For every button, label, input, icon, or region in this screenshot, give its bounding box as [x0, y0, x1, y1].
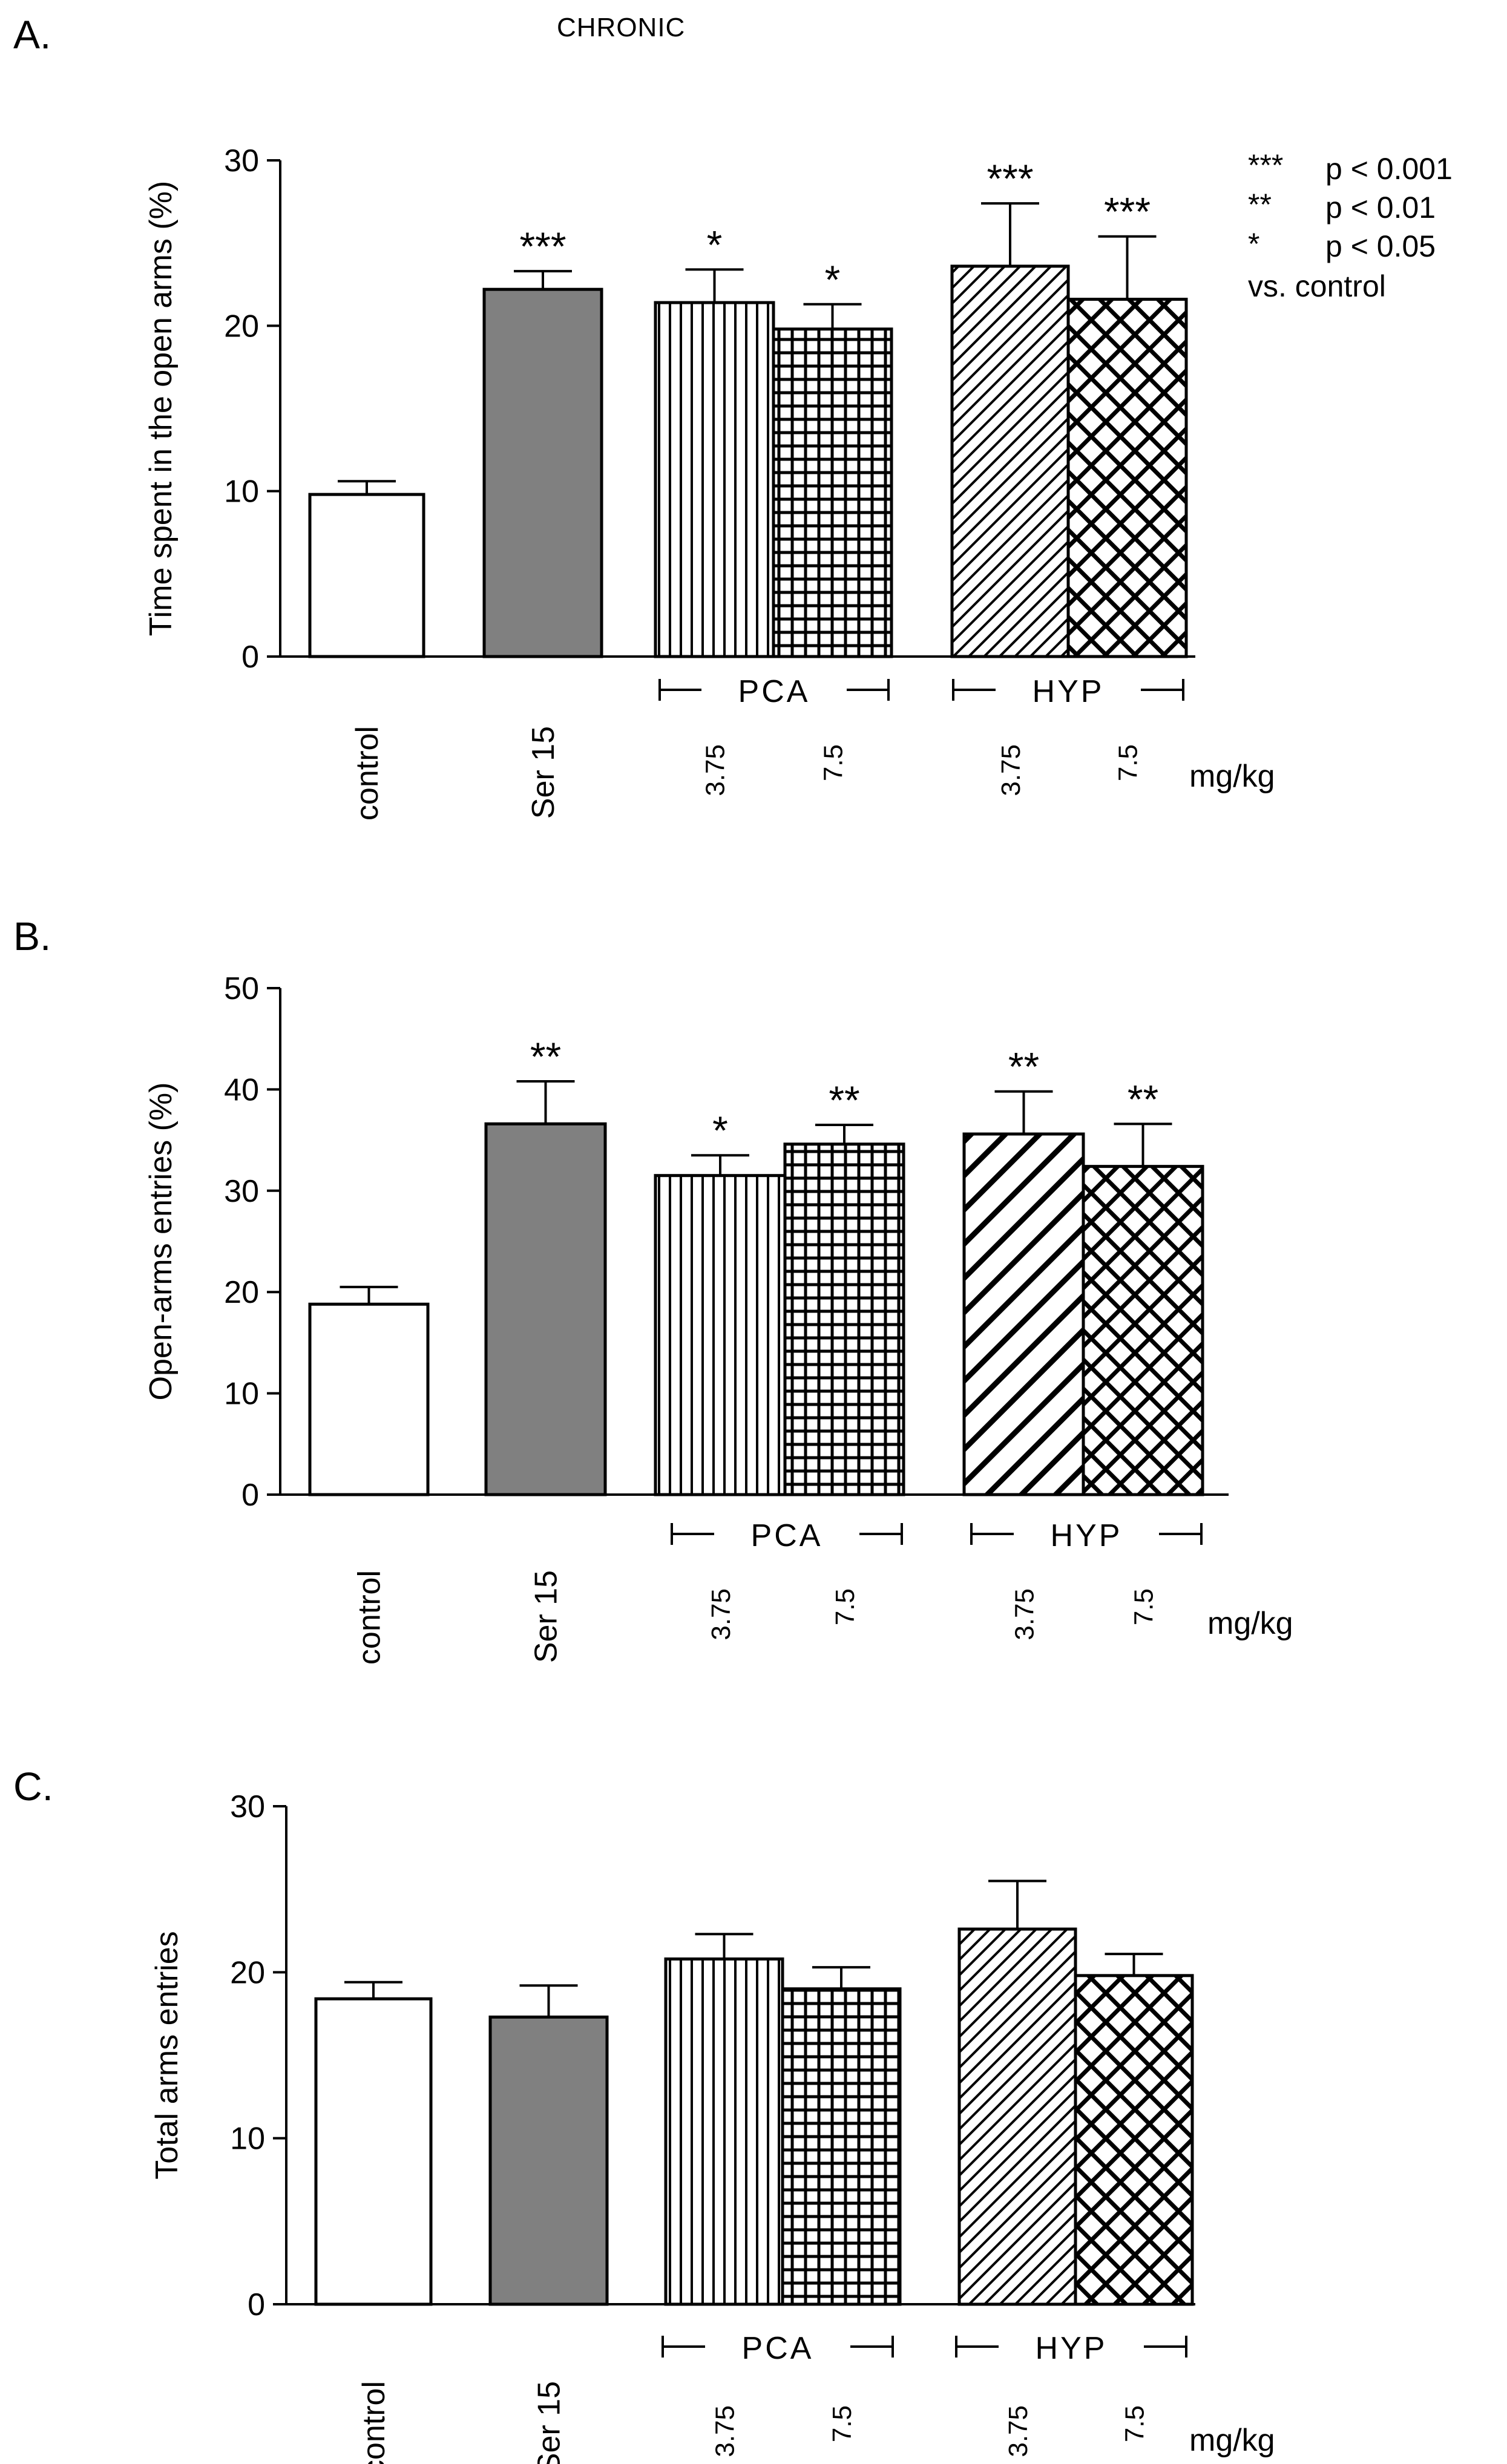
bar-grey: [482, 287, 603, 658]
significance-legend: *** p < 0.001 ** p < 0.01 * p < 0.05 vs.…: [1248, 148, 1453, 303]
bar-diag-fine: [950, 264, 1070, 658]
y-tick-label: 20: [230, 1955, 265, 1990]
dose-label: 3.75: [701, 744, 731, 796]
unit-label: mg/kg: [1189, 2423, 1275, 2458]
category-label: Ser 15: [526, 726, 561, 819]
y-tick-label: 10: [230, 2122, 265, 2157]
bar-grey: [484, 1122, 607, 1496]
dose-label: 7.5: [1129, 1588, 1159, 1625]
bar-vertical: [654, 301, 775, 658]
significance-marker: *: [825, 257, 841, 302]
significance-marker: **: [530, 1034, 561, 1079]
bar-vertical: [654, 1174, 787, 1496]
bar-cross: [1066, 298, 1188, 658]
legend-text: vs. control: [1248, 269, 1386, 303]
bar-vertical: [664, 1957, 784, 2306]
significance-marker: ***: [1104, 189, 1151, 234]
y-tick-label: 20: [224, 1275, 259, 1310]
significance-marker: ***: [987, 156, 1033, 201]
dose-label: 7.5: [1120, 2405, 1150, 2442]
panel-a: A. 0 10 20 30 Time spent in the open arms (%)…: [13, 12, 1275, 821]
dose-label: 3.75: [996, 744, 1026, 796]
y-tick-label: 40: [224, 1072, 259, 1107]
significance-marker: ***: [519, 224, 566, 269]
y-tick-label: 20: [224, 309, 259, 344]
unit-label: mg/kg: [1207, 1606, 1293, 1641]
legend-stars: ***: [1248, 148, 1283, 182]
significance-marker: *: [707, 222, 723, 267]
panel-letter: A.: [13, 12, 51, 57]
legend-text: p < 0.05: [1325, 229, 1436, 263]
unit-label: mg/kg: [1189, 759, 1275, 794]
y-tick-label: 10: [224, 474, 259, 510]
category-label: control: [352, 1570, 387, 1665]
bar-grey: [488, 2015, 609, 2306]
dose-label: 7.5: [830, 1588, 860, 1625]
dose-label: 3.75: [706, 1588, 736, 1640]
group-label: HYP: [1033, 674, 1105, 709]
y-tick-label: 30: [224, 1174, 259, 1209]
legend-stars: *: [1248, 227, 1259, 261]
y-tick-label: 50: [224, 971, 259, 1006]
y-tick-label: 10: [224, 1377, 259, 1412]
bar-grid: [772, 327, 893, 658]
bar-cross: [1082, 1165, 1204, 1496]
bar-diag-bold: [962, 1132, 1085, 1496]
significance-marker: **: [1008, 1044, 1039, 1089]
bar-diag-fine: [957, 1927, 1077, 2306]
dose-label: 3.75: [711, 2405, 740, 2457]
legend-stars: **: [1248, 188, 1272, 221]
panel-b: B. 0 10 20 30 40 50 Open-arms entries (%) contro…: [13, 914, 1293, 1665]
category-label: Ser 15: [532, 2381, 567, 2464]
category-label: Ser 15: [529, 1570, 564, 1663]
y-tick-label: 30: [230, 1789, 265, 1824]
dose-label: 7.5: [827, 2405, 857, 2442]
significance-marker: **: [1128, 1076, 1158, 1121]
bar-grid: [781, 1987, 902, 2306]
bar-grid: [783, 1142, 905, 1496]
group-label: HYP: [1036, 2331, 1108, 2366]
dose-label: 7.5: [1114, 744, 1143, 781]
significance-marker: **: [829, 1078, 859, 1122]
significance-marker: *: [712, 1108, 728, 1153]
dose-label: 3.75: [1003, 2405, 1033, 2457]
figure-title: CHRONIC: [557, 13, 685, 42]
y-tick-label: 0: [241, 640, 259, 675]
category-label: control: [356, 2381, 392, 2464]
dose-label: 7.5: [819, 744, 849, 781]
bar-cross: [1074, 1974, 1194, 2306]
group-label: PCA: [738, 674, 810, 709]
category-label: control: [350, 726, 385, 821]
bar-white: [314, 1997, 433, 2306]
y-axis-label: Time spent in the open arms (%): [143, 181, 179, 636]
legend-text: p < 0.01: [1325, 191, 1436, 224]
y-tick-label: 0: [248, 2287, 265, 2322]
panel-c: C. 0 10 20 30 Total arms entries control Ser 15…: [13, 1764, 1275, 2464]
y-axis-label: Open-arms entries (%): [143, 1083, 179, 1401]
bar-white: [308, 1302, 430, 1496]
bar-white: [308, 493, 425, 658]
group-label: PCA: [751, 1518, 823, 1553]
y-tick-label: 30: [224, 143, 259, 179]
y-tick-label: 0: [241, 1478, 259, 1513]
y-axis-label: Total arms entries: [149, 1931, 185, 2179]
panel-letter: B.: [13, 914, 51, 958]
group-label: HYP: [1051, 1518, 1123, 1553]
group-label: PCA: [742, 2331, 814, 2366]
dose-label: 3.75: [1010, 1588, 1040, 1640]
panel-letter: C.: [13, 1764, 53, 1809]
legend-text: p < 0.001: [1325, 152, 1453, 186]
